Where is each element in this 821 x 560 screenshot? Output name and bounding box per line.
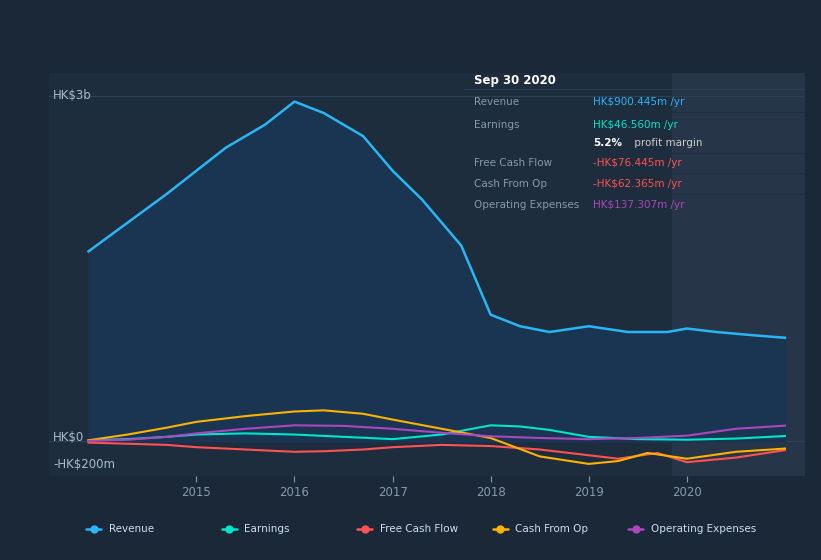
Text: Revenue: Revenue [474, 97, 519, 107]
Text: profit margin: profit margin [631, 138, 702, 148]
Text: HK$46.560m /yr: HK$46.560m /yr [594, 120, 678, 130]
Text: Free Cash Flow: Free Cash Flow [474, 158, 553, 169]
Text: Cash From Op: Cash From Op [474, 179, 547, 189]
Text: Operating Expenses: Operating Expenses [474, 200, 580, 211]
Text: Earnings: Earnings [474, 120, 520, 130]
Text: Cash From Op: Cash From Op [516, 524, 589, 534]
Text: HK$900.445m /yr: HK$900.445m /yr [594, 97, 685, 107]
Text: 5.2%: 5.2% [594, 138, 622, 148]
Text: Operating Expenses: Operating Expenses [651, 524, 756, 534]
Text: HK$0: HK$0 [53, 431, 85, 444]
Text: Earnings: Earnings [245, 524, 290, 534]
Text: Free Cash Flow: Free Cash Flow [380, 524, 458, 534]
Text: -HK$76.445m /yr: -HK$76.445m /yr [594, 158, 682, 169]
Text: Revenue: Revenue [109, 524, 154, 534]
Bar [672, 73, 805, 476]
Text: -HK$200m: -HK$200m [53, 458, 115, 471]
Text: HK$137.307m /yr: HK$137.307m /yr [594, 200, 685, 211]
Text: -HK$62.365m /yr: -HK$62.365m /yr [594, 179, 682, 189]
Text: Sep 30 2020: Sep 30 2020 [474, 74, 556, 87]
Text: HK$3b: HK$3b [53, 90, 92, 102]
